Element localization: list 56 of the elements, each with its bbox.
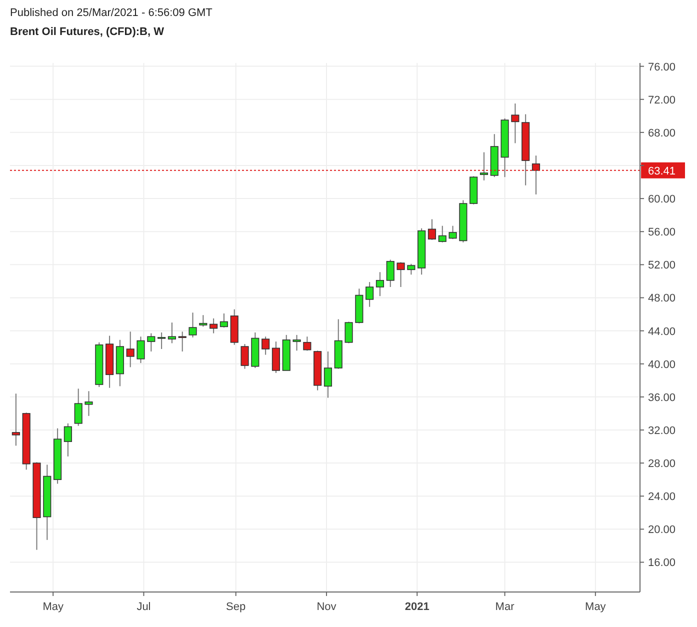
candlestick [168,322,176,344]
candlestick [511,103,520,144]
y-tick-label: 28.00 [648,458,676,470]
candlestick [64,422,72,457]
candlestick [199,314,208,328]
y-tick-label: 32.00 [648,424,676,437]
candlestick [292,334,301,352]
x-tick-label: 2021 [404,601,430,613]
x-tick-label: Jul [136,601,151,613]
candlestick [366,282,374,308]
candlestick [480,152,488,181]
ref-line-label: 63.41 [648,165,676,178]
candlestick [210,318,218,334]
y-tick-label: 56.00 [648,226,676,239]
y-tick-label: 76.00 [648,61,676,74]
candlestick [178,331,186,352]
x-tick-label: May [585,601,606,613]
y-tick-label: 60.00 [648,194,676,206]
candlestick [262,336,270,356]
y-tick-label: 20.00 [648,524,676,536]
candlestick [428,218,436,240]
x-tick-label: Nov [316,601,337,613]
candlestick [448,225,457,240]
candlestick [240,344,249,370]
chart-title: Brent Oil Futures, (CFD):B, W [10,26,165,38]
x-tick-label: Sep [226,601,246,613]
candlestick [74,388,82,426]
candlestick [438,225,446,243]
candlestick [272,341,280,374]
y-tick-label: 44.00 [648,326,676,338]
y-tick-label: 40.00 [648,358,676,371]
candlestick [376,272,384,297]
candlestick [136,336,145,364]
candlestick [158,332,166,350]
y-tick-label: 72.00 [648,94,676,106]
candlestick [188,312,197,338]
x-tick-label: May [42,601,64,613]
y-tick-label: 52.00 [648,260,676,272]
y-tick-label: 48.00 [648,292,676,305]
y-tick-label: 68.00 [648,127,676,140]
candlestick [220,312,228,328]
y-tick-label: 24.00 [648,491,676,504]
candlestick [126,331,134,368]
candlestick [84,390,93,416]
candlestick [407,263,416,276]
x-tick-label: Mar [495,601,515,613]
y-tick-label: 16.00 [648,557,676,570]
candlestick [386,259,394,288]
candlestick [12,393,20,446]
candlestick [324,350,332,398]
candlestick [344,321,353,344]
candlestick [396,262,405,288]
y-tick-label: 36.00 [648,392,676,404]
candlestick [303,336,312,352]
text: Published on 25/Mar/2021 - 6:56:09 GMT [10,7,213,19]
candlestick [147,332,156,352]
